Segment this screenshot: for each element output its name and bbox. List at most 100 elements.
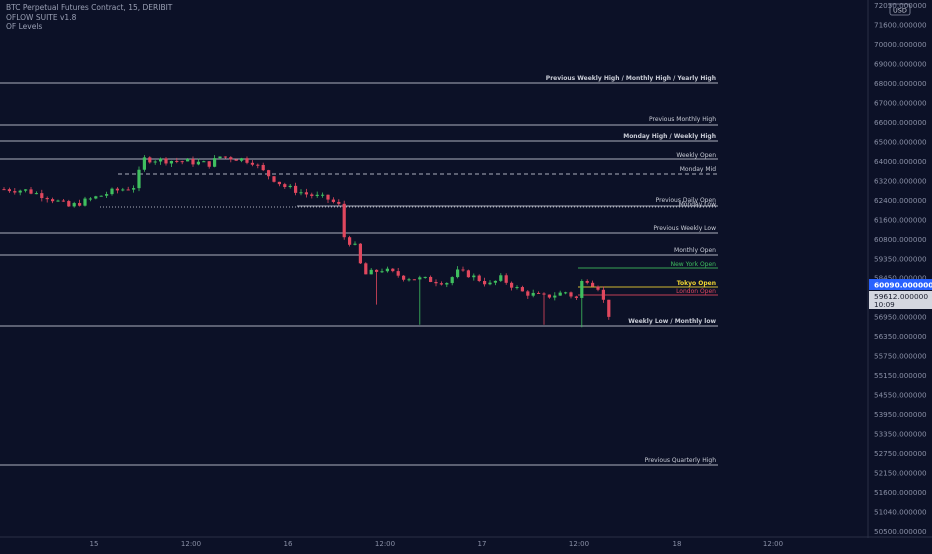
candle-body (456, 269, 460, 278)
level-label-london-open: London Open (676, 288, 716, 295)
price-tick-label: 51600.000000 (874, 488, 927, 497)
bar-countdown: 10:09 (874, 300, 895, 309)
candle-body (40, 193, 44, 199)
price-tick-label: 64000.000000 (874, 157, 927, 166)
candle-body (396, 271, 400, 276)
candle-body (321, 194, 325, 196)
time-tick-label: 17 (478, 540, 487, 548)
candle-body (186, 158, 190, 162)
level-label-previous-daily-open: Previous Daily Open (656, 197, 717, 204)
time-tick-label: 12:00 (181, 540, 201, 548)
time-tick-label: 15 (90, 540, 99, 548)
candle-body (218, 156, 222, 159)
candle-body (223, 156, 227, 158)
level-label-previous-weekly-low: Previous Weekly Low (653, 225, 716, 232)
candle-body (67, 201, 71, 207)
price-tick-label: 71600.000000 (874, 20, 927, 29)
candle-body (294, 185, 298, 193)
chart-legend: BTC Perpetual Futures Contract, 15, DERI… (6, 3, 172, 32)
candle-body (407, 279, 411, 281)
candle-body (159, 158, 163, 162)
candle-body (520, 287, 524, 292)
candle-body (569, 292, 573, 297)
level-label-tokyo-open: Tokyo Open (677, 280, 716, 287)
candle-body (207, 161, 211, 167)
candle-body (142, 157, 146, 170)
candle-body (353, 243, 357, 245)
candle-body (13, 191, 17, 193)
level-label-previous-monthly-high: Previous Monthly High (649, 116, 716, 123)
candle-body (272, 176, 276, 182)
candle-body (488, 282, 492, 285)
candle-body (202, 161, 206, 163)
candle-body (94, 196, 98, 199)
candle-body (132, 188, 136, 190)
candle-body (310, 194, 314, 196)
time-tick-label: 12:00 (569, 540, 589, 548)
candle-body (574, 296, 578, 298)
candle-body (105, 194, 109, 196)
time-tick-label: 12:00 (763, 540, 783, 548)
candle-body (402, 275, 406, 280)
candle-body (564, 292, 568, 294)
price-tick-label: 65000.000000 (874, 137, 927, 146)
candle-body (391, 268, 395, 272)
candle-body (148, 157, 152, 163)
candle-body (342, 203, 346, 238)
candle-body (439, 283, 443, 285)
level-label-weekly-low-monthly-low: Weekly Low / Monthly low (628, 318, 716, 325)
candle-body (596, 286, 600, 290)
level-label-monthly-open: Monthly Open (674, 247, 716, 254)
candle-body (585, 281, 589, 283)
symbol-title[interactable]: BTC Perpetual Futures Contract, 15, DERI… (6, 3, 173, 12)
candle-body (51, 199, 55, 202)
candle-body (24, 189, 28, 191)
candle-body (558, 292, 562, 296)
time-axis: 15 12:00 16 12:00 17 12:00 18 12:00 (0, 536, 932, 548)
candle-body (331, 199, 335, 202)
candle-body (434, 281, 438, 284)
price-tick-label: 52150.000000 (874, 469, 927, 478)
price-tick-label: 54550.000000 (874, 391, 927, 400)
currency-badge-label: USD (893, 7, 907, 15)
time-tick-label: 12:00 (375, 540, 395, 548)
candle-body (99, 195, 103, 197)
candle-body (304, 192, 308, 195)
key-levels: Previous Weekly High / Monthly High / Ye… (0, 75, 718, 466)
candle-body (288, 185, 292, 188)
candle-body (61, 200, 65, 202)
price-tick-label: 55150.000000 (874, 371, 927, 380)
candle-body (380, 271, 384, 273)
price-tick-label: 69000.000000 (874, 59, 927, 68)
last-price-tag (869, 279, 932, 290)
candle-body (412, 279, 416, 281)
candle-body (337, 201, 341, 204)
candle-body (418, 277, 422, 280)
candle-body (499, 275, 503, 281)
candle-body (348, 237, 352, 245)
candle-body (56, 200, 60, 202)
candle-body (580, 281, 584, 298)
price-tick-label: 67000.000000 (874, 98, 927, 107)
price-tick-label: 58450.000000 (874, 274, 927, 283)
candle-body (358, 243, 362, 264)
price-tick-label: 53350.000000 (874, 430, 927, 439)
candle-body (18, 190, 22, 193)
candle-body (213, 158, 217, 167)
candle-body (267, 170, 271, 177)
price-tick-label: 55750.000000 (874, 352, 927, 361)
price-tick-label: 62400.000000 (874, 196, 927, 205)
study-name[interactable]: OF Levels (6, 22, 43, 31)
candle-body (537, 292, 541, 294)
candle-body (261, 164, 265, 171)
indicator-name[interactable]: OFLOW SUITE v1.8 (6, 12, 77, 22)
candle-body (477, 275, 481, 282)
price-tick-label: 70000.000000 (874, 40, 927, 49)
candle-body (153, 161, 157, 163)
price-tick-label: 68000.000000 (874, 79, 927, 88)
candle-body (526, 291, 530, 296)
current-price-value: 59612.000000 (874, 292, 928, 301)
candle-body (126, 189, 130, 191)
